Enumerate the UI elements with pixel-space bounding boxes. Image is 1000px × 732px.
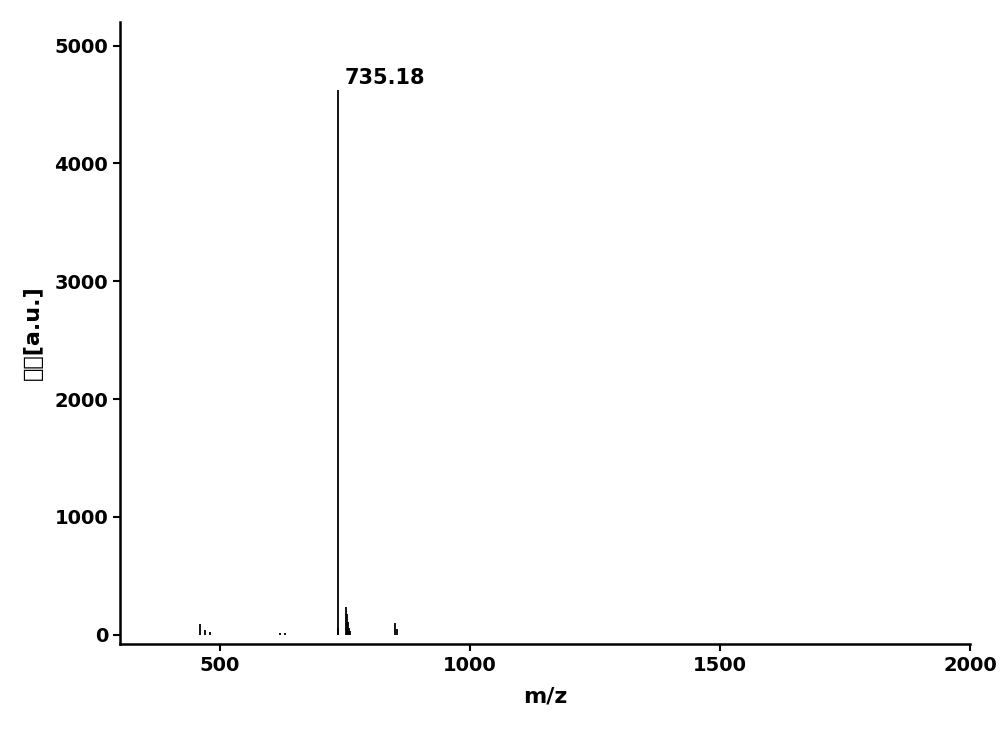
X-axis label: m/z: m/z xyxy=(523,686,567,706)
Y-axis label: 强度[a.u.]: 强度[a.u.] xyxy=(23,285,43,381)
Text: 735.18: 735.18 xyxy=(345,68,426,88)
